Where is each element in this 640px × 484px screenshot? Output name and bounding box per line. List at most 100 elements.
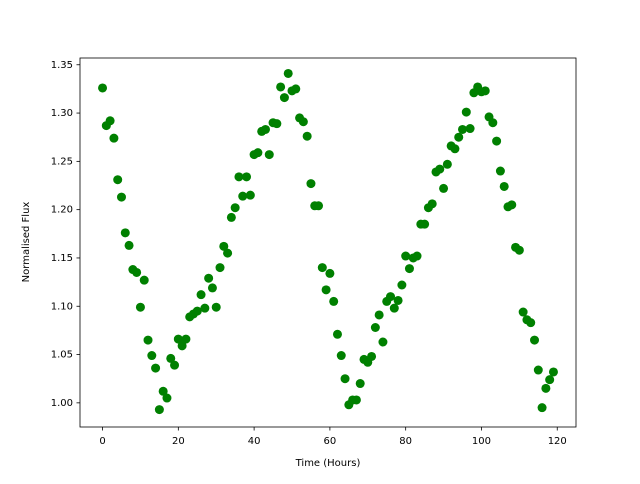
y-tick-label: 1.20 (51, 205, 73, 216)
point (204, 273, 214, 283)
point (181, 334, 191, 344)
point (116, 192, 126, 202)
point (245, 190, 255, 200)
point (291, 84, 301, 94)
point (272, 119, 282, 129)
point (143, 335, 153, 345)
x-tick-label: 40 (248, 436, 261, 447)
point (454, 132, 464, 142)
point (355, 379, 365, 389)
point (279, 93, 289, 103)
point (480, 86, 490, 96)
point (332, 329, 342, 339)
point (207, 283, 217, 293)
x-tick-label: 20 (172, 436, 185, 447)
point (458, 124, 468, 134)
point (533, 365, 543, 375)
point (495, 166, 505, 176)
point (306, 179, 316, 189)
point (215, 263, 225, 273)
point (393, 295, 403, 305)
point (420, 219, 430, 229)
point (492, 136, 502, 146)
point (200, 303, 210, 313)
point (98, 83, 108, 93)
point (132, 267, 142, 277)
x-axis-label: Time (Hours) (295, 458, 361, 469)
point (465, 124, 475, 134)
point (234, 172, 244, 182)
point (499, 181, 509, 191)
point (526, 318, 536, 328)
x-tick-label: 80 (399, 436, 412, 447)
point (196, 290, 206, 300)
point (276, 82, 286, 92)
point (450, 144, 460, 154)
point (211, 302, 221, 312)
x-tick-label: 120 (548, 436, 567, 447)
point (192, 306, 202, 316)
point (162, 393, 172, 403)
y-tick-label: 1.00 (51, 398, 73, 409)
x-tick-label: 60 (324, 436, 337, 447)
point (351, 395, 361, 405)
point (154, 405, 164, 415)
point (170, 360, 180, 370)
point (230, 203, 240, 213)
point (545, 375, 555, 385)
point (238, 191, 248, 201)
point (124, 240, 134, 250)
point (109, 133, 119, 143)
point (317, 263, 327, 273)
point (314, 201, 324, 211)
point (177, 341, 187, 351)
point (548, 367, 558, 377)
point (537, 403, 547, 413)
point (219, 241, 229, 251)
point (374, 310, 384, 320)
point (264, 150, 274, 160)
point (226, 212, 236, 222)
point (370, 323, 380, 333)
point (253, 148, 263, 158)
y-tick-label: 1.15 (51, 253, 73, 264)
x-tick-label: 0 (99, 436, 105, 447)
point (325, 268, 335, 278)
point (386, 292, 396, 302)
y-axis-label: Normalised Flux (21, 202, 32, 283)
y-tick-label: 1.30 (51, 108, 73, 119)
point (439, 183, 449, 193)
plot-frame (79, 57, 577, 428)
point (298, 117, 308, 127)
point (147, 351, 157, 361)
point (113, 175, 123, 185)
point (329, 296, 339, 306)
point (166, 353, 176, 363)
point (401, 251, 411, 261)
point (389, 303, 399, 313)
point (397, 280, 407, 290)
point (427, 199, 437, 209)
point (435, 164, 445, 174)
point (514, 245, 524, 255)
point (530, 335, 540, 345)
point (336, 351, 346, 361)
point (151, 363, 161, 373)
point (367, 351, 377, 361)
point (488, 118, 498, 128)
point (158, 386, 168, 396)
point (223, 248, 233, 258)
y-tick-label: 1.35 (51, 60, 73, 71)
point (404, 264, 414, 274)
point (105, 116, 115, 126)
point (302, 131, 312, 141)
point (173, 334, 183, 344)
point (139, 275, 149, 285)
point (321, 285, 331, 295)
point (260, 124, 270, 134)
point (412, 251, 422, 261)
point (242, 172, 252, 182)
point (442, 159, 452, 169)
